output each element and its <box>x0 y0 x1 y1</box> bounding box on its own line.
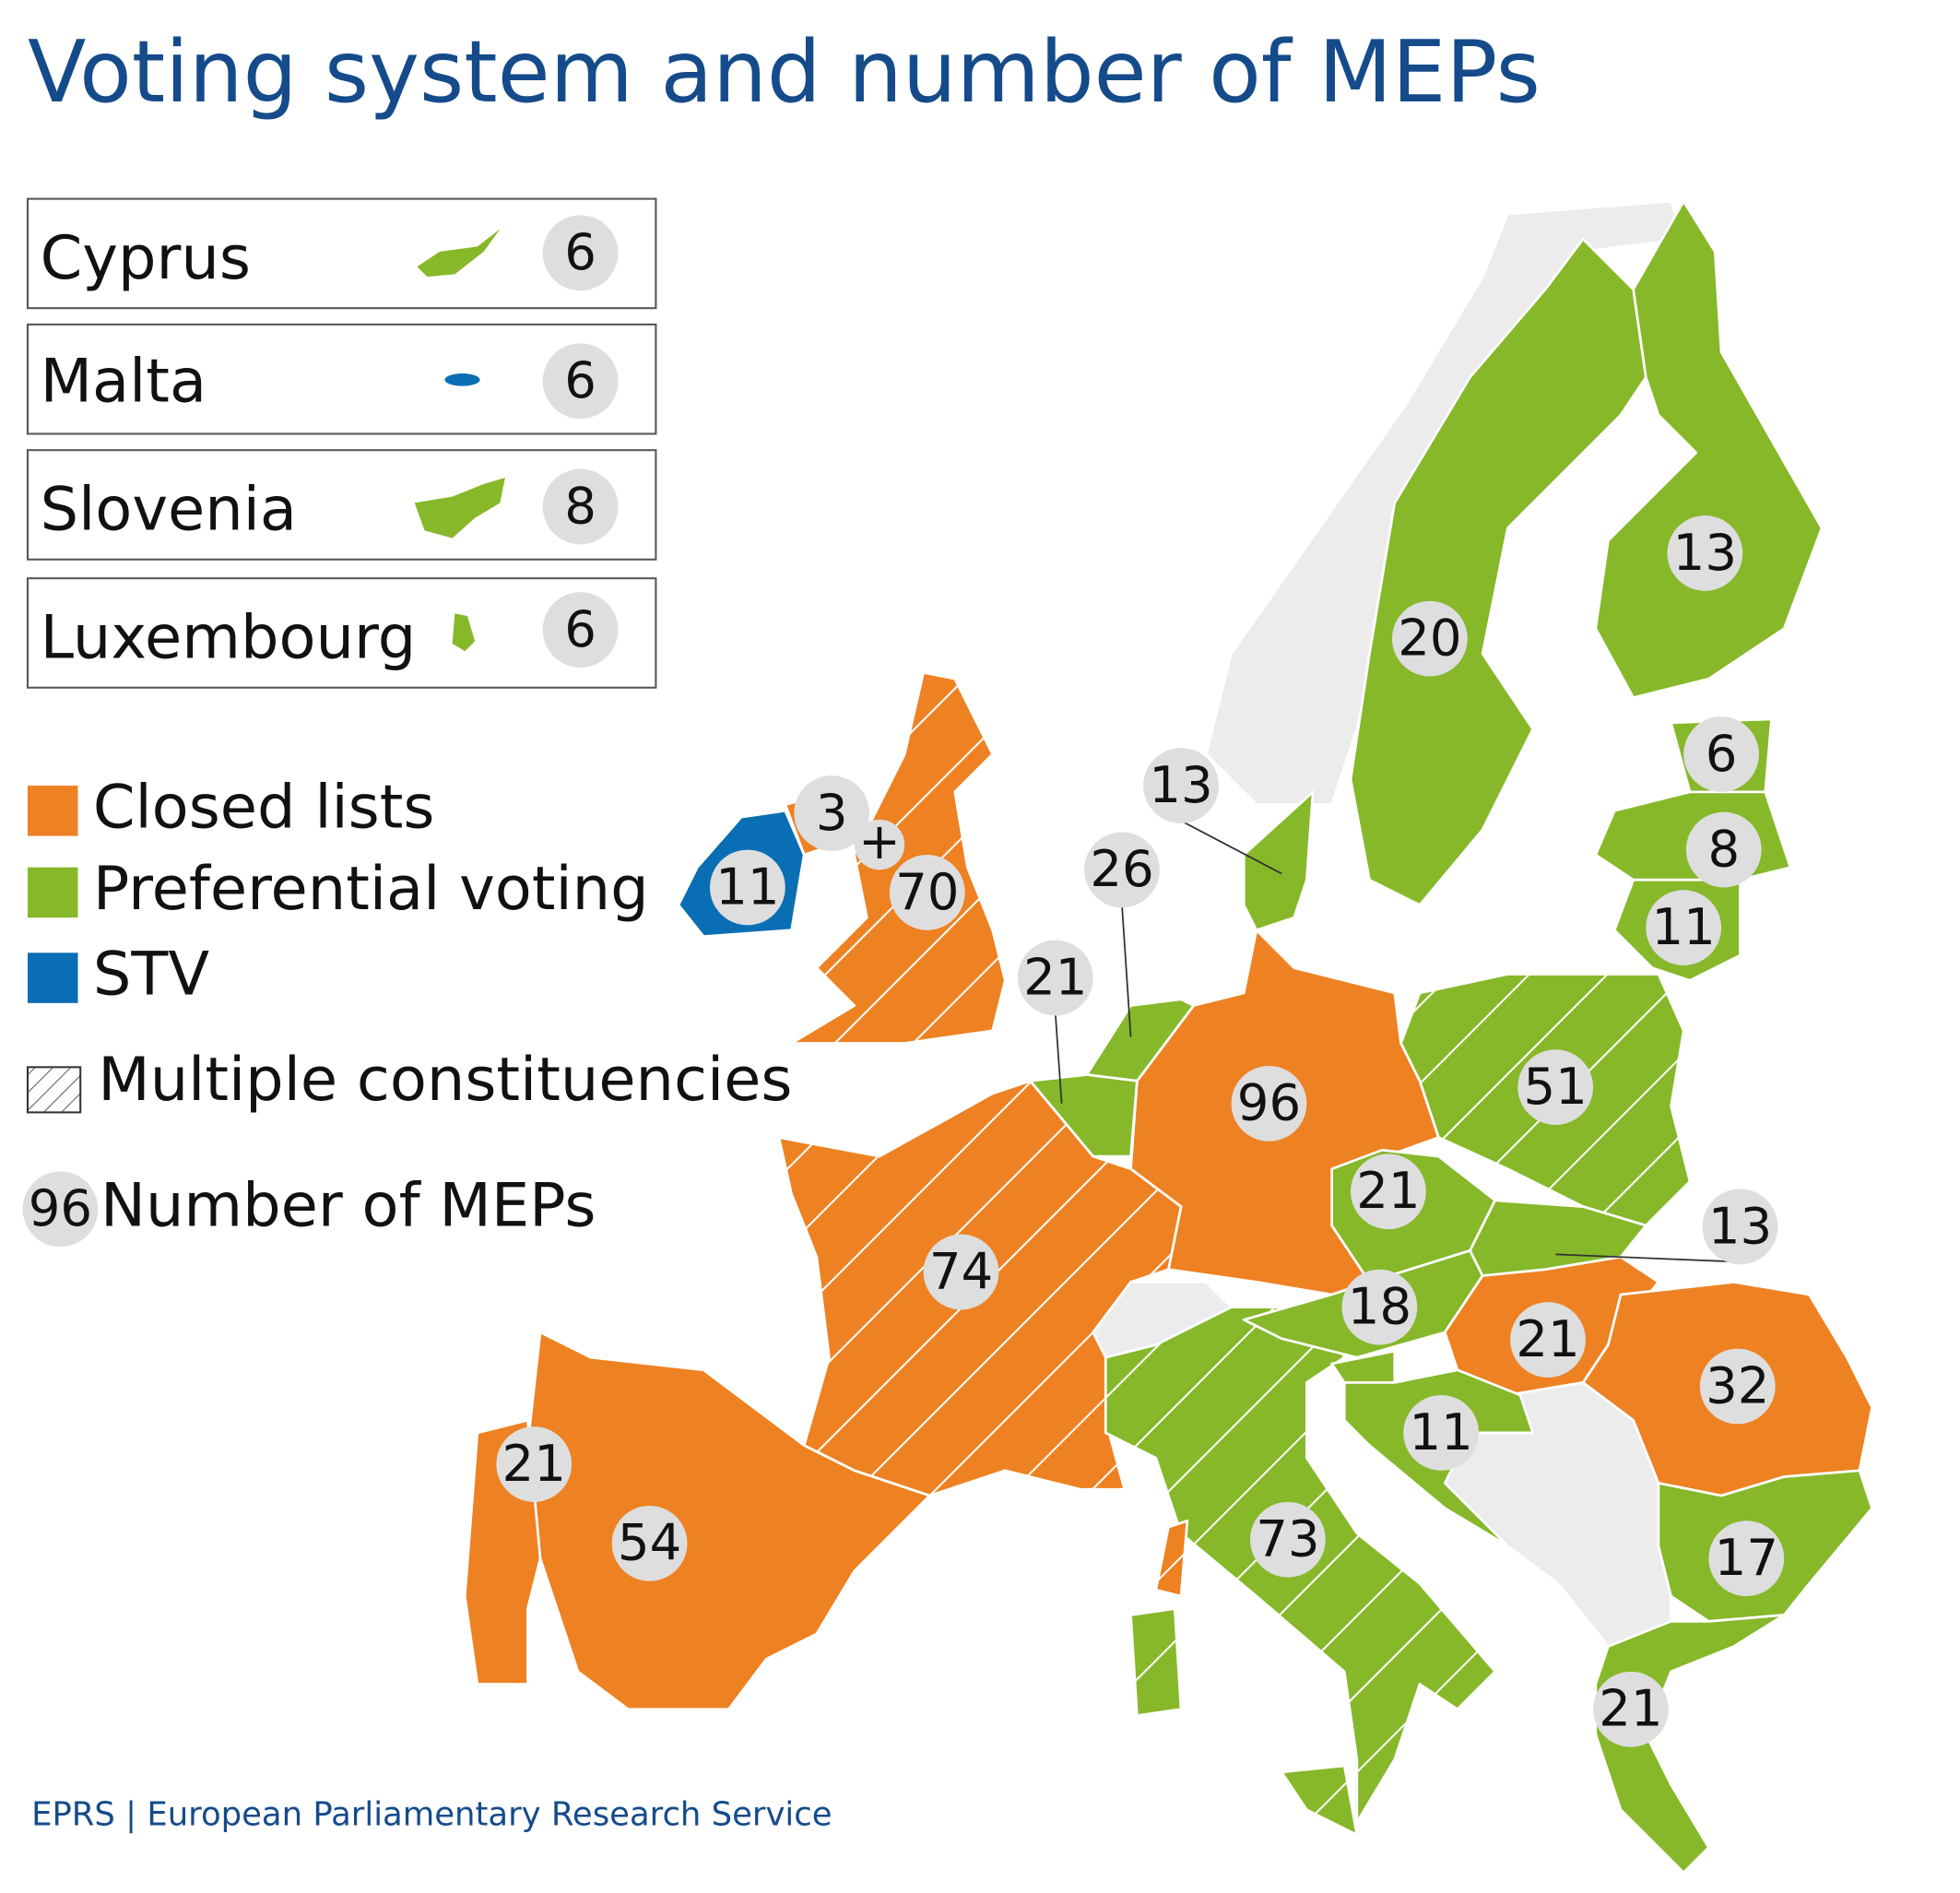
cyprus-icon <box>417 229 501 278</box>
legend-label: STV <box>93 940 209 1010</box>
multiple-constituencies <box>1155 1520 1187 1597</box>
meps: 20 <box>1398 608 1461 667</box>
number-badge <box>1017 940 1093 1016</box>
number-badge <box>1646 890 1722 965</box>
number-badge <box>1341 1269 1418 1345</box>
meps: 6 <box>564 350 596 409</box>
meps: 11 <box>1409 1402 1472 1461</box>
number-badge <box>1667 515 1743 591</box>
number-badge <box>1510 1302 1586 1378</box>
meps: 21 <box>1516 1309 1579 1368</box>
meps: 3 <box>816 783 848 842</box>
multiple-constituencies <box>1130 1608 1182 1716</box>
number-badge <box>542 592 619 668</box>
meps: 73 <box>1256 1509 1319 1568</box>
number-badge <box>1683 716 1759 792</box>
legend-swatch <box>27 867 78 918</box>
legend-label: Preferential voting <box>93 854 649 924</box>
meps: 74 <box>929 1241 993 1300</box>
finland <box>1594 199 1824 700</box>
number-badge <box>611 1505 688 1581</box>
slovenia-icon <box>414 478 505 538</box>
multiple-constituencies <box>1281 1766 1357 1836</box>
number-badge <box>1084 832 1160 908</box>
meps: 18 <box>1348 1276 1411 1335</box>
malta-icon <box>444 373 480 386</box>
meps: 96 <box>1237 1073 1301 1132</box>
sweden <box>1349 237 1647 906</box>
number-badge <box>794 775 870 851</box>
meps: 13 <box>1673 523 1737 582</box>
number-badge <box>1392 600 1468 677</box>
state-name: Cyprus <box>41 223 251 293</box>
meps: 21 <box>1023 947 1087 1006</box>
number-badge <box>1231 1065 1307 1142</box>
luxembourg-icon <box>452 613 476 652</box>
number-badge <box>889 855 965 930</box>
meps: 32 <box>1706 1355 1769 1414</box>
number-badge <box>1685 811 1762 888</box>
norway <box>1204 199 1685 806</box>
number-badge <box>542 215 619 291</box>
number-badge <box>496 1426 573 1502</box>
number-badge <box>709 849 785 926</box>
state-name: Luxembourg <box>41 602 417 672</box>
meps: 21 <box>1599 1679 1662 1738</box>
meps: 54 <box>618 1513 681 1572</box>
meps: 17 <box>1715 1528 1778 1587</box>
legend-label: Multiple constituencies <box>98 1045 792 1115</box>
number-badge <box>1143 748 1219 823</box>
small-states-legend: Cyprus 6 Malta 6 Slovenia 8 Luxembourg 6 <box>26 197 657 689</box>
meps: 11 <box>1651 897 1715 956</box>
meps: 6 <box>1706 724 1738 783</box>
legend-swatch <box>27 786 78 836</box>
meps: 70 <box>895 862 959 921</box>
number-badge <box>1699 1348 1776 1425</box>
meps: 8 <box>564 476 596 535</box>
state-name: Slovenia <box>41 474 297 544</box>
leader-line <box>1555 1253 1741 1263</box>
number-badge <box>542 468 619 545</box>
legend-label: Closed lists <box>93 772 435 842</box>
meps: 6 <box>564 222 596 281</box>
number-badge <box>1250 1501 1326 1578</box>
legend-number: 96 <box>29 1178 92 1237</box>
legend-label: Number of MEPs <box>100 1170 596 1240</box>
legend: Multiple constituencies 96 Number of MEP… <box>22 772 792 1248</box>
spain <box>526 1331 931 1711</box>
number-badge <box>1403 1395 1480 1471</box>
number-badge <box>22 1171 99 1248</box>
countries <box>463 199 1873 1875</box>
number-badge <box>542 343 619 420</box>
meps: 21 <box>502 1434 566 1493</box>
number-badge <box>1593 1671 1669 1747</box>
source: EPRS | European Parliamentary Research S… <box>31 1796 832 1834</box>
meps: 6 <box>564 599 596 658</box>
meps: 26 <box>1090 839 1153 898</box>
hatch-swatch <box>26 1066 82 1114</box>
meps: 13 <box>1149 755 1212 814</box>
legend-swatch <box>27 952 78 1003</box>
number-badge <box>1351 1154 1426 1230</box>
title: Voting system and number of MEPs <box>28 22 1541 122</box>
leader-line <box>1054 1012 1063 1104</box>
meps: 51 <box>1523 1057 1587 1116</box>
denmark <box>1242 790 1315 932</box>
meps: 21 <box>1356 1161 1420 1220</box>
state-name: Malta <box>41 346 207 416</box>
number-badge <box>923 1234 999 1310</box>
leader-line <box>1121 905 1132 1037</box>
joiner: + <box>858 811 901 870</box>
meps: 8 <box>1707 819 1740 878</box>
meps: 11 <box>715 857 779 916</box>
number-badge <box>1702 1189 1778 1265</box>
number-badge <box>854 819 905 870</box>
number-badge <box>1708 1520 1785 1597</box>
number-badge <box>1517 1049 1594 1126</box>
leader-line <box>1180 820 1282 875</box>
meps: 13 <box>1708 1196 1772 1255</box>
